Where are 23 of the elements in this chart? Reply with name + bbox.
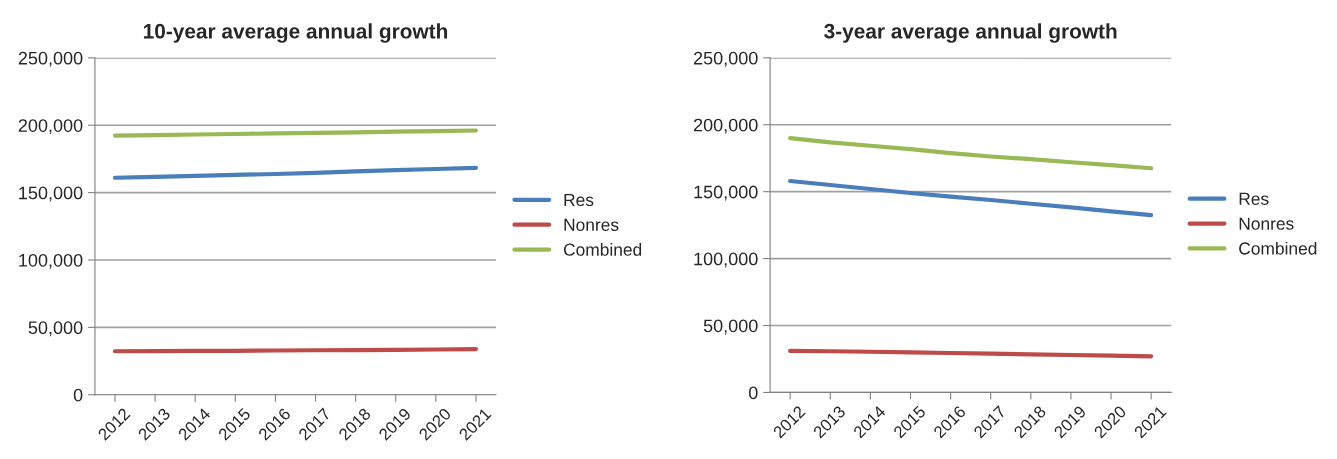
y-tick-label: 200,000 <box>693 118 758 134</box>
line-series <box>112 165 479 180</box>
legend-label: Res <box>564 193 594 207</box>
y-tick-label: 100,000 <box>694 252 758 268</box>
y-tick-label: 250,000 <box>18 51 83 67</box>
y-tick-label: 100,000 <box>19 253 83 269</box>
legend-label: Nonres <box>564 218 619 231</box>
legend-label: Combined <box>563 243 642 256</box>
legend-label: Combined <box>1239 241 1317 255</box>
y-tick-label: 0 <box>748 386 758 400</box>
y-tick-label: 50,000 <box>28 321 83 337</box>
line-series <box>788 136 1154 171</box>
y-tick-label: 150,000 <box>694 185 758 201</box>
chart-title: 3-year average annual growth <box>824 23 1117 43</box>
y-tick-label: 250,000 <box>693 51 758 67</box>
line-series <box>788 178 1154 218</box>
y-tick-label: 200,000 <box>18 119 83 135</box>
y-tick-label: 50,000 <box>703 319 758 335</box>
y-tick-label: 150,000 <box>19 186 83 202</box>
y-tick-label: 0 <box>73 388 83 402</box>
legend-label: Res <box>1239 192 1269 205</box>
chart-title: 10-year average annual growth <box>143 23 448 43</box>
legend-label: Nonres <box>1239 217 1294 230</box>
